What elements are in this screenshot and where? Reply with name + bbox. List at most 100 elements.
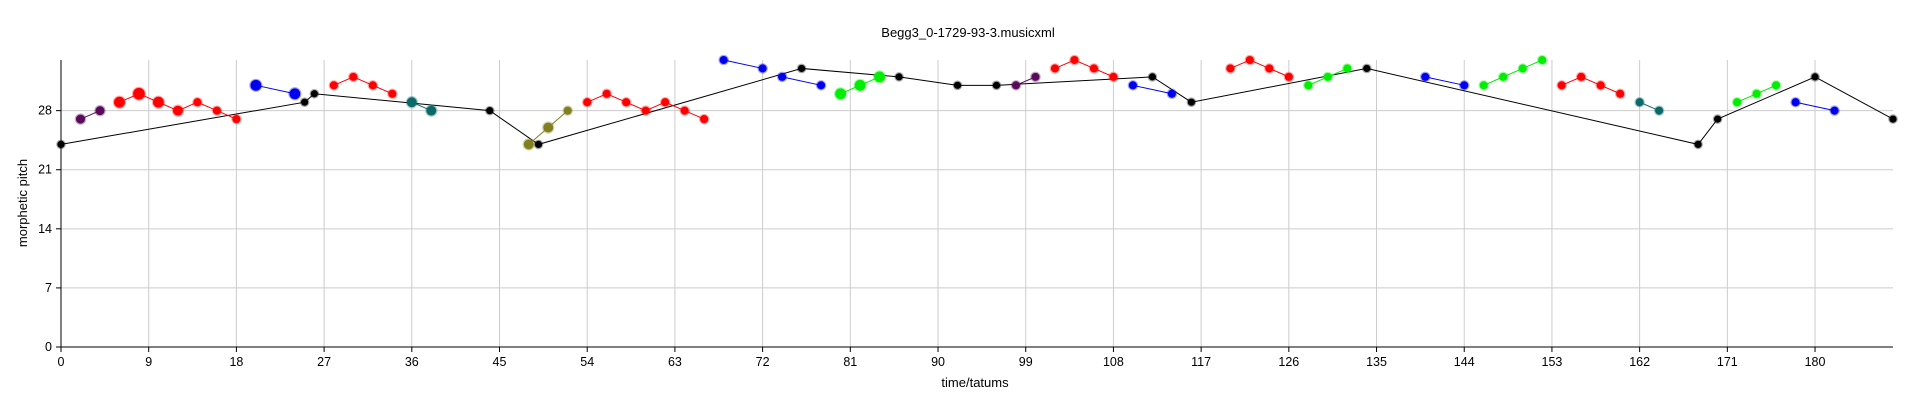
series-line xyxy=(60,67,1894,145)
series-line xyxy=(1483,59,1543,86)
series-line xyxy=(1132,84,1172,95)
data-point xyxy=(1596,81,1605,90)
data-point xyxy=(1226,64,1235,73)
data-point xyxy=(1245,55,1254,65)
series-line xyxy=(1054,59,1114,78)
data-point xyxy=(895,73,903,81)
blue-series xyxy=(718,54,768,74)
data-point xyxy=(1772,81,1781,90)
data-point xyxy=(1479,81,1488,90)
data-point xyxy=(661,98,670,107)
data-point xyxy=(212,106,221,115)
data-point xyxy=(1791,98,1800,107)
data-point xyxy=(543,122,554,133)
series-line xyxy=(333,76,393,95)
red-series xyxy=(328,71,398,100)
data-point xyxy=(602,89,611,98)
x-tick-label: 99 xyxy=(1019,355,1033,369)
x-tick-label: 180 xyxy=(1805,355,1826,369)
data-point xyxy=(758,64,767,73)
red-series xyxy=(581,88,710,125)
data-point xyxy=(1752,89,1761,98)
data-point xyxy=(583,98,592,107)
data-point xyxy=(680,106,689,115)
data-point xyxy=(1811,73,1819,81)
series-line xyxy=(1561,76,1621,95)
chart-title: Begg3_0-1729-93-3.musicxml xyxy=(881,25,1055,40)
data-point xyxy=(1713,115,1722,123)
data-point xyxy=(700,115,709,124)
data-point xyxy=(95,106,105,116)
x-tick-label: 153 xyxy=(1542,355,1563,369)
data-point xyxy=(835,88,846,100)
green-series xyxy=(1303,63,1353,91)
data-point xyxy=(641,106,650,115)
data-point xyxy=(1538,55,1547,65)
data-point xyxy=(172,105,183,116)
x-tick-label: 81 xyxy=(843,355,857,369)
data-point xyxy=(250,79,262,91)
teal-series xyxy=(405,96,438,117)
x-tick-label: 18 xyxy=(229,355,243,369)
data-point xyxy=(1050,64,1060,73)
data-point xyxy=(329,81,338,90)
data-point xyxy=(349,72,358,81)
data-point xyxy=(854,79,866,91)
x-tick-label: 135 xyxy=(1366,355,1387,369)
data-point xyxy=(953,81,962,89)
data-point xyxy=(193,98,202,107)
data-point xyxy=(1499,72,1508,81)
series-layer xyxy=(56,54,1898,151)
data-point xyxy=(75,114,85,124)
data-point xyxy=(1363,64,1371,73)
x-tick-label: 144 xyxy=(1454,355,1475,369)
data-point xyxy=(1518,64,1527,73)
data-point xyxy=(1089,64,1098,73)
data-point xyxy=(1421,72,1430,81)
series-line xyxy=(723,59,763,69)
data-point xyxy=(1128,81,1137,90)
x-tick-label: 72 xyxy=(756,355,770,369)
series-line xyxy=(255,84,295,95)
data-point xyxy=(719,55,728,65)
data-point xyxy=(1343,64,1352,73)
data-point xyxy=(289,88,301,100)
x-tick-label: 171 xyxy=(1717,355,1738,369)
data-point xyxy=(57,140,65,149)
red-series xyxy=(1556,71,1626,100)
data-point xyxy=(1889,115,1897,123)
data-point xyxy=(232,115,241,124)
data-point xyxy=(1187,98,1195,106)
data-point xyxy=(1577,72,1586,81)
series-line xyxy=(1425,76,1465,86)
y-tick-label: 7 xyxy=(45,281,52,295)
x-tick-label: 126 xyxy=(1278,355,1299,369)
black-series xyxy=(56,63,1898,150)
series-line xyxy=(782,76,822,86)
data-point xyxy=(114,96,125,108)
data-point xyxy=(1635,98,1644,107)
series-line xyxy=(1230,59,1290,78)
data-point xyxy=(1011,81,1021,90)
axis-layer: 0 9 18 27 36 45 54 63 72 81 90 99 108 117 126 135 144 153… xyxy=(38,60,1893,369)
purple-series xyxy=(1010,71,1041,91)
x-tick-label: 0 xyxy=(58,355,65,369)
teal-series xyxy=(1634,96,1665,116)
data-point xyxy=(563,106,572,115)
red-series xyxy=(112,86,242,125)
data-point xyxy=(1557,81,1566,90)
series-line xyxy=(1795,101,1835,112)
y-tick-label: 0 xyxy=(45,340,52,354)
data-point xyxy=(523,139,534,150)
x-tick-label: 108 xyxy=(1103,355,1124,369)
x-tick-label: 63 xyxy=(668,355,682,369)
data-point xyxy=(1031,72,1040,81)
red-series xyxy=(1049,54,1119,83)
data-point xyxy=(1304,81,1313,90)
data-point xyxy=(1616,89,1625,98)
data-point xyxy=(426,105,437,116)
data-point xyxy=(1265,64,1274,73)
green-series xyxy=(1478,54,1548,91)
